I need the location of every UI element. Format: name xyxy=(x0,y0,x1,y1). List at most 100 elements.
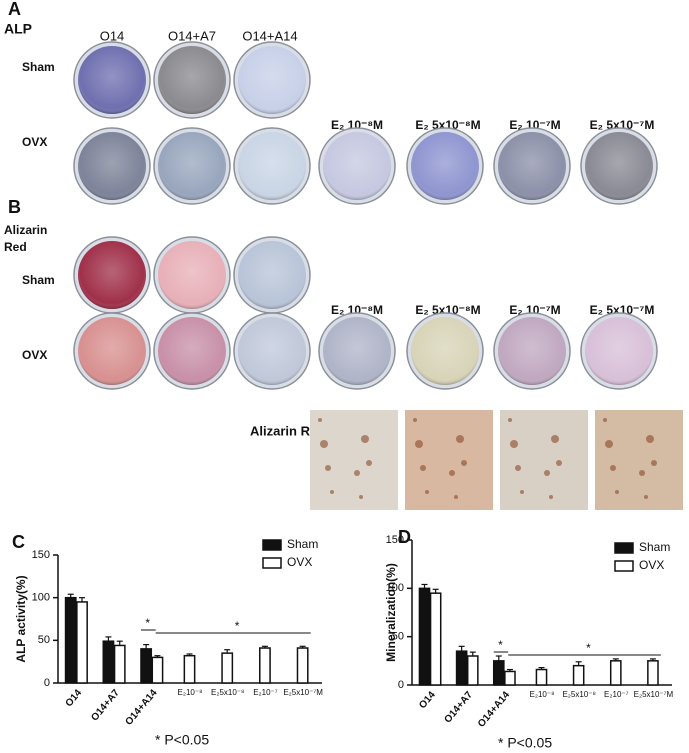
significance-mark: * xyxy=(586,641,591,655)
culture-well-shade xyxy=(158,241,226,309)
micrograph-spot xyxy=(449,470,455,476)
bar xyxy=(296,647,309,684)
micrograph-spot xyxy=(651,460,657,466)
culture-well-shade xyxy=(585,317,653,385)
x-tick-label: O14+A7 xyxy=(89,687,122,723)
micrograph-spot xyxy=(644,495,648,499)
y-tick-label: 100 xyxy=(32,592,50,604)
bar xyxy=(466,655,479,686)
x-tick-label: E₂10⁻⁷ xyxy=(253,688,278,697)
culture-well-shade xyxy=(498,132,566,200)
x-tick-label: O14 xyxy=(64,687,85,709)
x-tick-label: E₂10⁻⁸ xyxy=(178,688,203,697)
column-label: O14+A14 xyxy=(242,28,297,43)
y-tick-label: 150 xyxy=(32,549,50,561)
micrograph-spot xyxy=(510,440,518,448)
culture-well-shade xyxy=(323,132,391,200)
bar xyxy=(259,647,271,684)
micrograph-spot xyxy=(454,495,458,499)
dose-label: E₂ 5x10⁻⁷M xyxy=(590,303,655,317)
micrograph-spot xyxy=(520,490,524,494)
legend-swatch xyxy=(262,557,282,569)
culture-well-shade xyxy=(585,132,653,200)
x-tick-label: E₂5x10⁻⁷M xyxy=(283,688,323,697)
micrograph-spot xyxy=(318,418,322,422)
bar xyxy=(572,664,585,686)
bar xyxy=(64,596,77,684)
panel-label: A xyxy=(8,0,21,19)
bar xyxy=(102,640,115,684)
y-axis-title: ALP activity(%) xyxy=(14,575,28,662)
micrograph-spot xyxy=(515,465,521,471)
culture-well-shade xyxy=(78,46,146,114)
legend-swatch xyxy=(262,539,282,551)
panel-label: C xyxy=(12,532,25,552)
culture-well-shade xyxy=(158,317,226,385)
bar xyxy=(609,660,622,686)
micrograph xyxy=(500,410,588,510)
dose-label: E₂ 5x10⁻⁷M xyxy=(590,118,655,132)
panel-label: D xyxy=(398,527,411,547)
x-tick-label: O14 xyxy=(417,689,438,711)
culture-well-shade xyxy=(498,317,566,385)
culture-well-shade xyxy=(238,317,306,385)
bar xyxy=(140,648,153,684)
assay-label: Alizarin Red xyxy=(4,223,48,254)
micrograph-spot xyxy=(549,495,553,499)
bar xyxy=(455,650,468,686)
assay-label: ALP xyxy=(4,21,32,37)
y-tick-label: 100 xyxy=(386,582,404,594)
culture-well-shade xyxy=(78,132,146,200)
dose-label: E₂ 10⁻⁸M xyxy=(331,303,383,317)
bar xyxy=(504,670,516,686)
legend-label: Sham xyxy=(639,540,670,554)
legend-label: OVX xyxy=(287,555,312,569)
row-label: Sham xyxy=(22,60,55,74)
x-tick-label: E₂5x10⁻⁸ xyxy=(211,688,244,697)
culture-well-shade xyxy=(238,241,306,309)
y-tick-label: 150 xyxy=(386,534,404,546)
micrograph xyxy=(595,410,683,510)
legend-swatch xyxy=(614,560,634,572)
culture-well-shade xyxy=(158,46,226,114)
bar xyxy=(418,587,431,686)
bar xyxy=(647,660,659,686)
culture-well-shade xyxy=(238,132,306,200)
micrograph-spot xyxy=(413,418,417,422)
micrograph-spot xyxy=(320,440,328,448)
bar xyxy=(183,654,196,684)
y-tick-label: 50 xyxy=(392,631,404,643)
y-tick-label: 50 xyxy=(38,634,50,646)
row-label: OVX xyxy=(22,135,47,149)
micrograph-spot xyxy=(556,460,562,466)
micrograph-spot xyxy=(508,418,512,422)
micrograph xyxy=(310,410,398,510)
footnote: * P<0.05 xyxy=(155,732,209,748)
bar xyxy=(151,656,164,684)
x-tick-label: O14+A7 xyxy=(442,689,475,725)
significance-mark: * xyxy=(145,616,150,630)
row-label: OVX xyxy=(22,348,47,362)
panel-label: B xyxy=(8,197,21,217)
micrograph-spot xyxy=(415,440,423,448)
bar xyxy=(113,644,126,684)
micrograph-spot xyxy=(544,470,550,476)
micrograph-spot xyxy=(646,435,654,443)
bar xyxy=(535,668,548,686)
micrograph-spot xyxy=(551,435,559,443)
legend-label: Sham xyxy=(287,537,318,551)
column-label: O14+A7 xyxy=(168,28,216,43)
micrograph-spot xyxy=(354,470,360,476)
micrograph-spot xyxy=(361,435,369,443)
micrograph-spot xyxy=(425,490,429,494)
micrograph-spot xyxy=(359,495,363,499)
significance-mark: * xyxy=(498,638,503,652)
micrograph-spot xyxy=(456,435,464,443)
culture-well-shade xyxy=(158,132,226,200)
micrograph-spot xyxy=(615,490,619,494)
x-tick-label: E₂10⁻⁷ xyxy=(604,690,629,699)
micrograph-spot xyxy=(461,460,467,466)
bar xyxy=(76,601,88,684)
footnote: * P<0.05 xyxy=(498,735,552,751)
